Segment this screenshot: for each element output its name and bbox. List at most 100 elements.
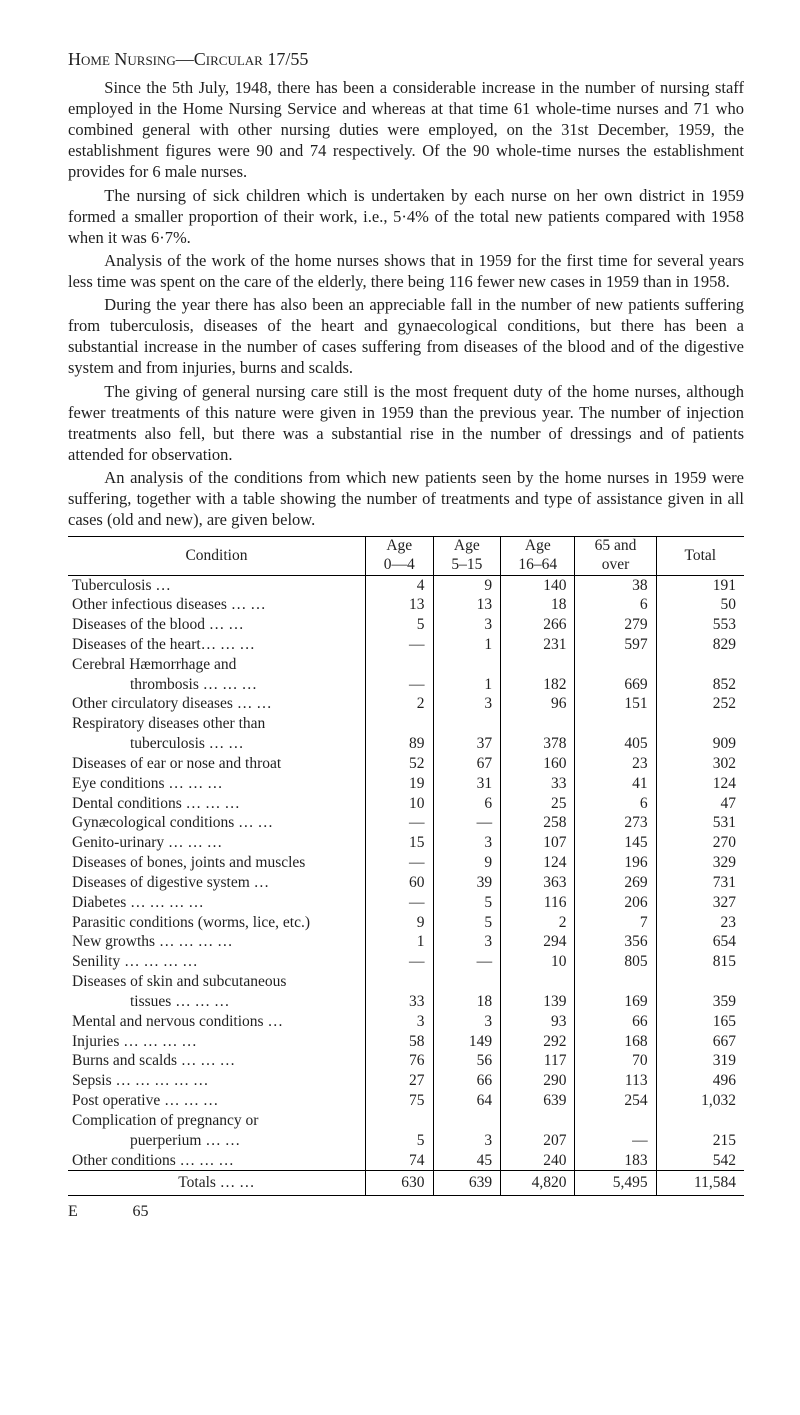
row-cell: 140	[501, 575, 575, 595]
row-cell: 829	[656, 635, 744, 655]
row-cell: —	[365, 952, 433, 972]
row-cell: 359	[656, 992, 744, 1012]
row-cell: 47	[656, 794, 744, 814]
row-label: Other circulatory diseases … …	[68, 694, 365, 714]
table-row: Dental conditions … … …10625647	[68, 794, 744, 814]
totals-c2: 639	[433, 1171, 501, 1196]
row-cell: 5	[433, 893, 501, 913]
totals-c4: 5,495	[575, 1171, 656, 1196]
row-cell: 6	[575, 595, 656, 615]
row-cell	[501, 714, 575, 734]
totals-row: Totals … … 630 639 4,820 5,495 11,584	[68, 1171, 744, 1196]
col-age-16-64: Age16–64	[501, 537, 575, 575]
table-header-row: Condition Age0—4 Age5–15 Age16–64 65 and…	[68, 537, 744, 575]
row-label: puerperium … …	[68, 1131, 365, 1151]
table-row: Other conditions … … …7445240183542	[68, 1151, 744, 1171]
row-cell: 169	[575, 992, 656, 1012]
row-cell: 66	[575, 1012, 656, 1032]
row-cell: 25	[501, 794, 575, 814]
row-cell: 290	[501, 1071, 575, 1091]
row-cell: 50	[656, 595, 744, 615]
row-cell: 207	[501, 1131, 575, 1151]
row-label: Diseases of digestive system …	[68, 873, 365, 893]
col-condition: Condition	[68, 537, 365, 575]
row-cell: 815	[656, 952, 744, 972]
row-cell: 23	[656, 913, 744, 933]
row-label: New growths … … … …	[68, 932, 365, 952]
row-cell: 60	[365, 873, 433, 893]
row-cell: —	[433, 952, 501, 972]
table-row: tuberculosis … …8937378405909	[68, 734, 744, 754]
row-cell: 39	[433, 873, 501, 893]
row-cell: 41	[575, 774, 656, 794]
row-cell: —	[365, 893, 433, 913]
row-cell: 2	[501, 913, 575, 933]
row-cell	[433, 1111, 501, 1131]
row-cell: 96	[501, 694, 575, 714]
row-label: Post operative … … …	[68, 1091, 365, 1111]
row-cell: 23	[575, 754, 656, 774]
row-cell: 67	[433, 754, 501, 774]
row-cell: 273	[575, 813, 656, 833]
row-label: Other infectious diseases … …	[68, 595, 365, 615]
row-cell: 45	[433, 1151, 501, 1171]
row-label: Diseases of skin and subcutaneous	[68, 972, 365, 992]
body-para: Analysis of the work of the home nurses …	[68, 250, 744, 292]
row-cell: 113	[575, 1071, 656, 1091]
row-cell: 183	[575, 1151, 656, 1171]
row-cell: 1	[433, 675, 501, 695]
row-cell: 9	[365, 913, 433, 933]
row-label: Diabetes … … … …	[68, 893, 365, 913]
row-cell: 279	[575, 615, 656, 635]
table-row: Post operative … … …75646392541,032	[68, 1091, 744, 1111]
row-cell: 270	[656, 833, 744, 853]
table-row: Burns and scalds … … …765611770319	[68, 1051, 744, 1071]
row-cell: 70	[575, 1051, 656, 1071]
row-cell: —	[365, 853, 433, 873]
row-cell: 6	[433, 794, 501, 814]
row-cell: 302	[656, 754, 744, 774]
row-cell: 215	[656, 1131, 744, 1151]
row-cell: 145	[575, 833, 656, 853]
row-cell: 75	[365, 1091, 433, 1111]
row-cell: 160	[501, 754, 575, 774]
table-row: Diseases of the heart… … …—1231597829	[68, 635, 744, 655]
row-cell	[433, 655, 501, 675]
row-label: thrombosis … … …	[68, 675, 365, 695]
row-cell: 139	[501, 992, 575, 1012]
row-label: Senility … … … …	[68, 952, 365, 972]
table-row: Other infectious diseases … …131318650	[68, 595, 744, 615]
table-row: Gynæcological conditions … …——258273531	[68, 813, 744, 833]
table-row: Diseases of skin and subcutaneous	[68, 972, 744, 992]
row-cell: 76	[365, 1051, 433, 1071]
row-cell: 909	[656, 734, 744, 754]
row-cell: 3	[433, 932, 501, 952]
row-cell: 553	[656, 615, 744, 635]
row-cell: 240	[501, 1151, 575, 1171]
row-cell: 33	[365, 992, 433, 1012]
row-label: tuberculosis … …	[68, 734, 365, 754]
row-label: Dental conditions … … …	[68, 794, 365, 814]
row-label: Diseases of bones, joints and muscles	[68, 853, 365, 873]
row-cell: 542	[656, 1151, 744, 1171]
col-age-0-4: Age0—4	[365, 537, 433, 575]
row-cell: 116	[501, 893, 575, 913]
row-cell: 3	[433, 694, 501, 714]
table-row: Complication of pregnancy or	[68, 1111, 744, 1131]
table-row: Cerebral Hæmorrhage and	[68, 655, 744, 675]
row-cell: 667	[656, 1032, 744, 1052]
row-cell: 182	[501, 675, 575, 695]
row-cell: —	[575, 1131, 656, 1151]
row-label: Injuries … … … …	[68, 1032, 365, 1052]
table-row: New growths … … … …13294356654	[68, 932, 744, 952]
row-cell: —	[365, 675, 433, 695]
row-cell: 9	[433, 853, 501, 873]
table-row: Senility … … … …——10805815	[68, 952, 744, 972]
row-cell: 3	[433, 615, 501, 635]
row-cell: 13	[365, 595, 433, 615]
table-row: Diseases of bones, joints and muscles—91…	[68, 853, 744, 873]
row-cell: 1,032	[656, 1091, 744, 1111]
row-cell	[433, 972, 501, 992]
table-row: Diseases of digestive system …6039363269…	[68, 873, 744, 893]
body-para: During the year there has also been an a…	[68, 294, 744, 378]
